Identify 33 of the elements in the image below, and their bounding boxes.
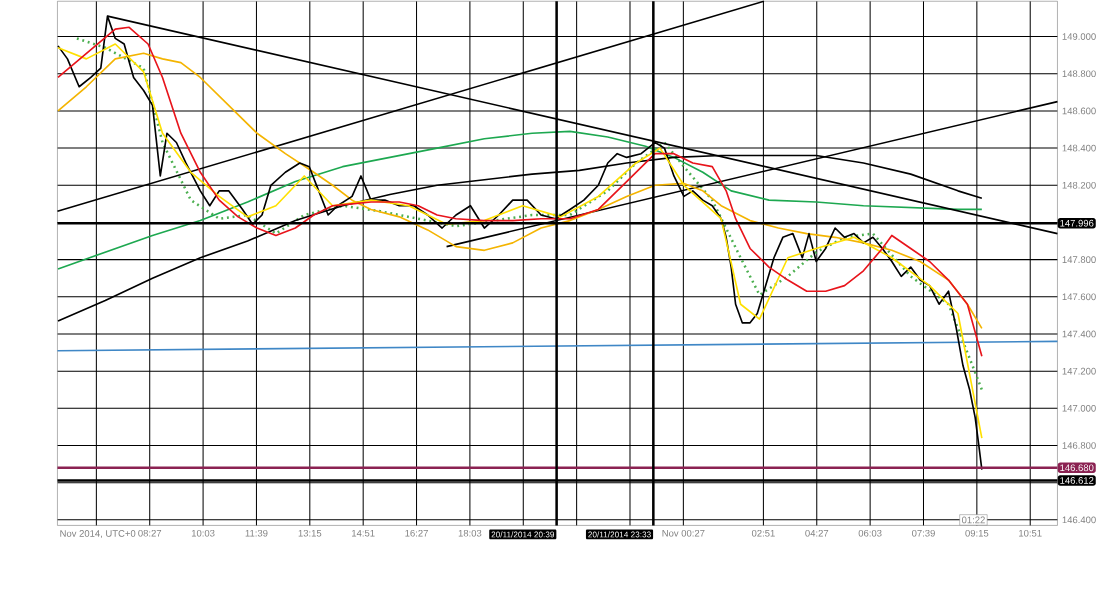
y-tick-label: 147.400 bbox=[1062, 330, 1096, 338]
y-tick-label: 148.200 bbox=[1062, 181, 1096, 189]
x-tick-label: 11:39 bbox=[245, 529, 268, 537]
y-tick-label: 147.800 bbox=[1062, 256, 1096, 264]
x-tick-label: 14:51 bbox=[352, 529, 375, 537]
x-tick-label: 18:03 bbox=[458, 529, 482, 537]
x-tick-label: 02:51 bbox=[751, 529, 775, 537]
ref-line-label: 146.612 bbox=[1060, 477, 1094, 484]
ref-line-label: 147.996 bbox=[1060, 219, 1094, 227]
y-tick-label: 149.000 bbox=[1062, 33, 1096, 40]
x-tick-label: 04:27 bbox=[805, 529, 829, 537]
x-tick-label: 06:03 bbox=[858, 529, 882, 537]
y-tick-label: 148.400 bbox=[1062, 144, 1096, 152]
ref-line-label: 20/11/2014 23:33 bbox=[588, 531, 651, 538]
y-tick-label: 146.400 bbox=[1062, 516, 1096, 524]
x-tick-label: 10:51 bbox=[1019, 529, 1042, 537]
x-tick-label: Nov 00:27 bbox=[662, 529, 705, 537]
x-tick-label: 10:03 bbox=[191, 529, 215, 537]
x-tick-label: 13:15 bbox=[298, 529, 322, 537]
y-tick-label: 146.800 bbox=[1062, 442, 1096, 449]
x-tick-label: 07:39 bbox=[912, 529, 935, 537]
y-tick-label: 148.600 bbox=[1062, 107, 1096, 115]
y-tick-label: 147.200 bbox=[1062, 367, 1096, 375]
y-tick-label: 148.800 bbox=[1062, 70, 1096, 78]
x-tick-label: 08:27 bbox=[138, 529, 162, 537]
text: Nov 2014, UTC+0 bbox=[60, 530, 136, 538]
x-tick-label: 16:27 bbox=[405, 529, 428, 537]
annotation: 01:22 bbox=[961, 516, 985, 524]
x-tick-label: 09:15 bbox=[965, 529, 989, 537]
y-tick-label: 147.000 bbox=[1062, 405, 1096, 412]
ref-line-label: 146.680 bbox=[1060, 464, 1094, 472]
ref-line-label: 20/11/2014 20:39 bbox=[491, 531, 555, 538]
y-tick-label: 147.600 bbox=[1062, 293, 1096, 301]
